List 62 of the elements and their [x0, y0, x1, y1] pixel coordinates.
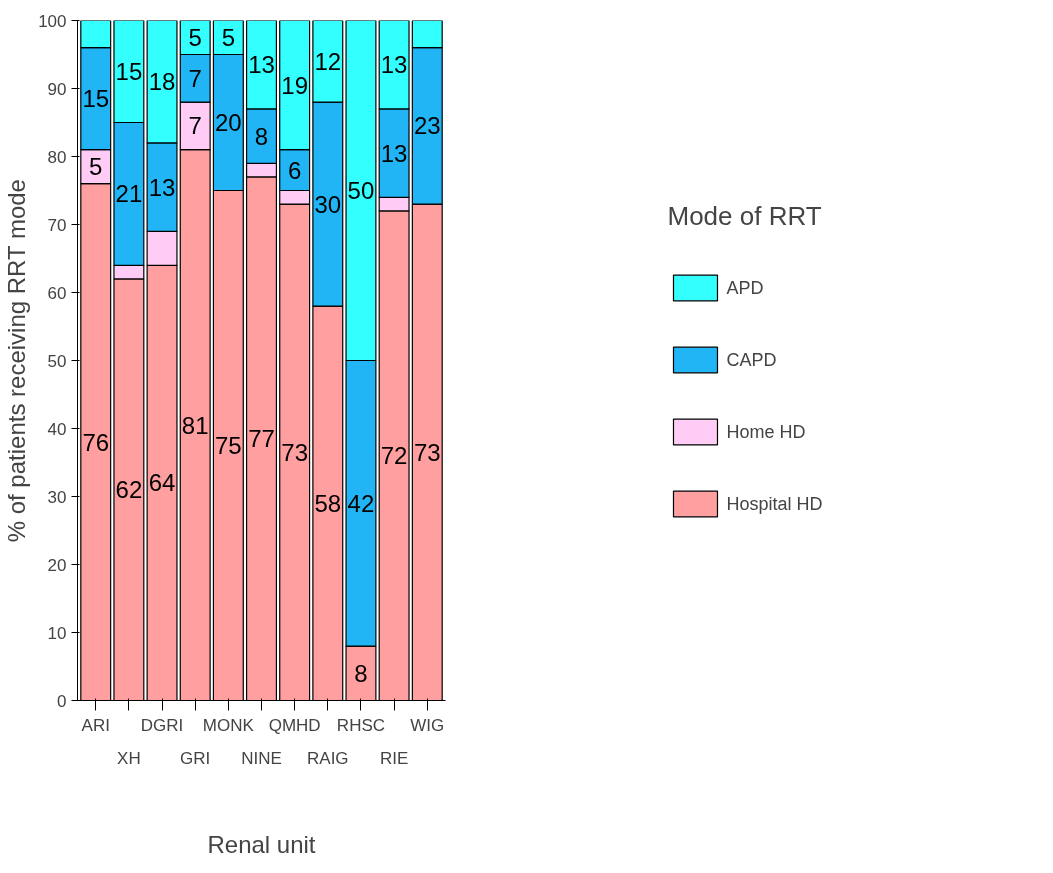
legend-label: CAPD [726, 349, 777, 370]
x-tick-label: NINE [241, 748, 282, 768]
data-label: 23 [413, 112, 441, 140]
data-label: 64 [148, 469, 176, 497]
data-label: 7 [188, 64, 202, 92]
x-tick-label: WIG [410, 715, 445, 735]
y-tick-label: 50 [47, 351, 67, 371]
x-tick-label: DGRI [140, 715, 184, 735]
legend-label: Hospital HD [726, 493, 823, 514]
data-label: 73 [413, 438, 441, 466]
data-label: 13 [380, 139, 408, 167]
data-label: 58 [314, 489, 342, 517]
data-label: 50 [347, 177, 375, 204]
x-tick-label: QMHD [268, 715, 321, 735]
data-label: 15 [82, 85, 110, 113]
x-axis-title: Renal unit [207, 830, 316, 858]
x-tick-label: RIE [379, 748, 409, 768]
y-tick-label: 10 [47, 623, 67, 643]
data-label: 15 [115, 58, 143, 85]
x-tick-label: RAIG [307, 748, 349, 768]
y-tick-label: 100 [38, 11, 67, 31]
data-label: 6 [287, 156, 302, 184]
y-tick-label: 90 [47, 79, 67, 99]
data-label: 77 [248, 425, 275, 453]
y-tick-label: 20 [47, 555, 67, 575]
y-tick-label: 80 [47, 147, 67, 167]
data-label: 30 [314, 190, 342, 218]
data-label: 72 [380, 442, 408, 470]
data-label: 13 [380, 51, 408, 79]
x-tick-label: XH [117, 748, 141, 768]
y-tick-label: 30 [47, 487, 67, 507]
data-label: 76 [82, 428, 110, 456]
x-tick-label: MONK [202, 715, 255, 735]
x-tick-label: GRI [180, 748, 211, 768]
data-label: 81 [181, 411, 209, 439]
data-label: 20 [215, 109, 242, 136]
data-label: 21 [115, 180, 143, 208]
y-axis-title: % of patients receiving RRT mode [3, 179, 31, 543]
legend-label: APD [726, 277, 764, 298]
data-label: 62 [115, 476, 143, 504]
data-label: 5 [221, 24, 236, 51]
data-label: 75 [215, 432, 242, 459]
x-tick-label: ARI [81, 715, 110, 735]
data-label: 73 [281, 438, 309, 466]
data-label: 8 [254, 122, 269, 150]
data-label: 13 [248, 51, 275, 79]
data-label: 18 [148, 68, 176, 96]
data-label: 13 [148, 173, 176, 201]
legend-label: Home HD [726, 421, 806, 442]
y-tick-label: 70 [47, 215, 67, 235]
data-label: 42 [347, 489, 375, 517]
data-label: 12 [314, 47, 342, 75]
data-label: 8 [354, 659, 368, 687]
legend-title: Mode of RRT [667, 200, 823, 232]
y-tick-label: 0 [57, 691, 67, 711]
data-label: 19 [281, 71, 309, 99]
y-tick-label: 40 [47, 419, 67, 439]
x-tick-label: RHSC [336, 715, 386, 735]
data-label: 5 [89, 153, 103, 181]
y-tick-label: 60 [47, 283, 67, 303]
data-label: 5 [188, 24, 202, 51]
data-label: 7 [188, 112, 202, 140]
